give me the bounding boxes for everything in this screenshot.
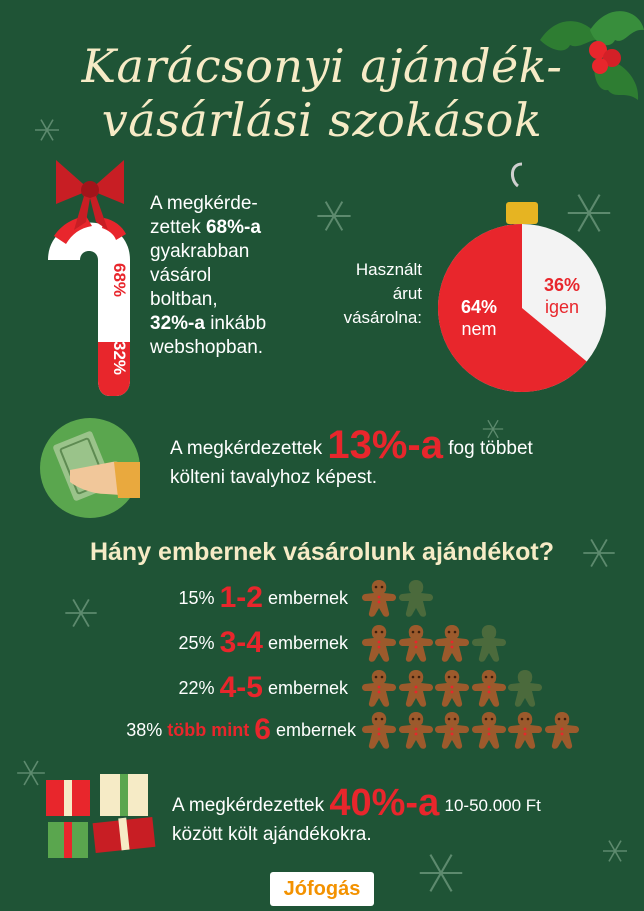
snowflake-icon <box>35 119 59 141</box>
gingerbread-icon <box>471 712 506 749</box>
people-row-highlight-small: több mint <box>167 720 250 740</box>
people-row-text: 15% 1-2 embernek <box>179 578 348 618</box>
people-row-highlight: 3-4 <box>219 626 263 659</box>
shopping-line: 32%-a inkább <box>150 312 300 336</box>
people-row-highlight: 6 <box>254 713 271 746</box>
snowflake-icon <box>482 419 504 439</box>
gingerbread-muted-icon <box>508 670 542 707</box>
candy-cane-icon <box>48 160 130 396</box>
spend-more-pct: 13%-a <box>327 423 443 467</box>
people-row-text: 25% 3-4 embernek <box>179 623 348 663</box>
snowflake-icon <box>17 760 45 786</box>
people-row-label: embernek <box>267 633 348 653</box>
budget-prefix: A megkérdezettek <box>172 795 325 816</box>
spend-more-line-1: A megkérdezettek 13%-a fog többet <box>170 425 630 466</box>
shopping-line: vásárol <box>150 265 212 286</box>
people-row: 38% több mint 6 embernek <box>0 710 644 750</box>
people-row-pct: 22% <box>178 678 215 698</box>
people-row: 15% 1-2 embernek <box>0 578 644 618</box>
people-row: 25% 3-4 embernek <box>0 623 644 663</box>
people-row-pct: 38% <box>126 720 163 740</box>
snowflake-icon <box>65 598 97 628</box>
budget-pct: 40%-a <box>329 782 440 824</box>
title-line-2: vásárlási szokások <box>101 93 543 147</box>
shopping-line: boltban, <box>150 289 218 310</box>
shopping-line: A megkérde- <box>150 193 258 214</box>
pie-label-no: 64% nem <box>444 296 514 340</box>
title-line-1: Karácsonyi ajándék- <box>81 39 563 93</box>
people-row-highlight: 4-5 <box>219 671 263 704</box>
gingerbread-icon <box>362 670 396 707</box>
gingerbread-icon <box>435 712 469 749</box>
shopping-text: A megkérde- zettek 68%-a gyakrabban vásá… <box>150 192 300 360</box>
people-row-pct: 25% <box>178 633 215 653</box>
gift-boxes-icon <box>46 774 156 858</box>
gingerbread-muted-icon <box>398 580 433 617</box>
pie-no-label: nem <box>461 319 497 339</box>
cane-label-bottom: 32% <box>110 340 129 376</box>
shopping-line: gyakrabban <box>150 241 250 262</box>
people-row-label: embernek <box>267 588 348 608</box>
ornament-pie <box>437 162 606 392</box>
pie-slice-no <box>437 224 587 392</box>
gingerbread-icon <box>435 670 469 707</box>
people-heading: Hány embernek vásárolunk ajándékot? <box>89 538 555 566</box>
snowflake-icon <box>419 854 463 892</box>
people-row-label: embernek <box>267 678 348 698</box>
gingerbread-icon <box>435 625 469 662</box>
shopping-word: zettek <box>150 217 201 238</box>
gingerbread-icon <box>544 712 579 749</box>
shopping-line: zettek 68%-a <box>150 216 300 240</box>
spend-more-text: A megkérdezettek 13%-a fog többet költen… <box>170 425 630 490</box>
pie-no-pct: 64% <box>460 297 498 317</box>
budget-line-2: között költ ajándékokra. <box>172 824 372 845</box>
gingerbread-icon <box>362 625 396 662</box>
money-hand-icon <box>40 418 140 518</box>
people-row-text: 38% több mint 6 embernek <box>126 710 356 750</box>
gingerbread-icon <box>398 625 433 662</box>
gingerbread-icon <box>508 712 542 749</box>
spend-more-suffix: fog többet <box>448 438 533 459</box>
people-row-text: 22% 4-5 embernek <box>179 668 348 708</box>
budget-amount: 10-50.000 Ft <box>444 796 541 815</box>
people-row-highlight: 1-2 <box>219 581 263 614</box>
gingerbread-icon <box>398 670 433 707</box>
shopping-pct-store: 68%-a <box>205 217 261 238</box>
budget-text: A megkérdezettek 40%-a 10-50.000 Ft közö… <box>172 784 632 847</box>
used-line: árut <box>392 284 422 303</box>
used-line: vásárolna: <box>343 308 422 327</box>
holly-icon <box>540 11 644 100</box>
used-line: Használt <box>355 260 422 279</box>
gingerbread-icon <box>362 712 396 749</box>
shopping-pct-web: 32%-a <box>150 313 205 334</box>
people-row: 22% 4-5 embernek <box>0 668 644 708</box>
pie-yes-pct: 36% <box>543 275 581 295</box>
gingerbread-muted-icon <box>471 625 506 662</box>
shopping-word: inkább <box>210 313 267 334</box>
shopping-line: webshopban. <box>150 337 264 358</box>
snowflake-icon <box>603 840 627 862</box>
snowflake-icon <box>317 201 351 231</box>
snowflake-icon <box>583 538 615 568</box>
gingerbread-icon <box>362 580 396 617</box>
snowflake-icon <box>567 194 611 232</box>
gingerbread-icon <box>398 712 433 749</box>
budget-line-1: A megkérdezettek 40%-a 10-50.000 Ft <box>172 784 632 823</box>
pie-label-yes: 36% igen <box>522 274 602 318</box>
spend-more-line-2: költeni tavalyhoz képest. <box>170 467 378 488</box>
gingerbread-icon <box>471 670 506 707</box>
people-row-pct: 15% <box>178 588 215 608</box>
used-text: Használt árut vásárolna: <box>318 258 422 330</box>
brand-logo[interactable]: Jófogás <box>270 872 374 906</box>
cane-label-top: 68% <box>110 262 129 298</box>
people-row-label: embernek <box>275 720 356 740</box>
spend-more-prefix: A megkérdezettek <box>170 438 323 459</box>
pie-yes-label: igen <box>544 297 580 317</box>
